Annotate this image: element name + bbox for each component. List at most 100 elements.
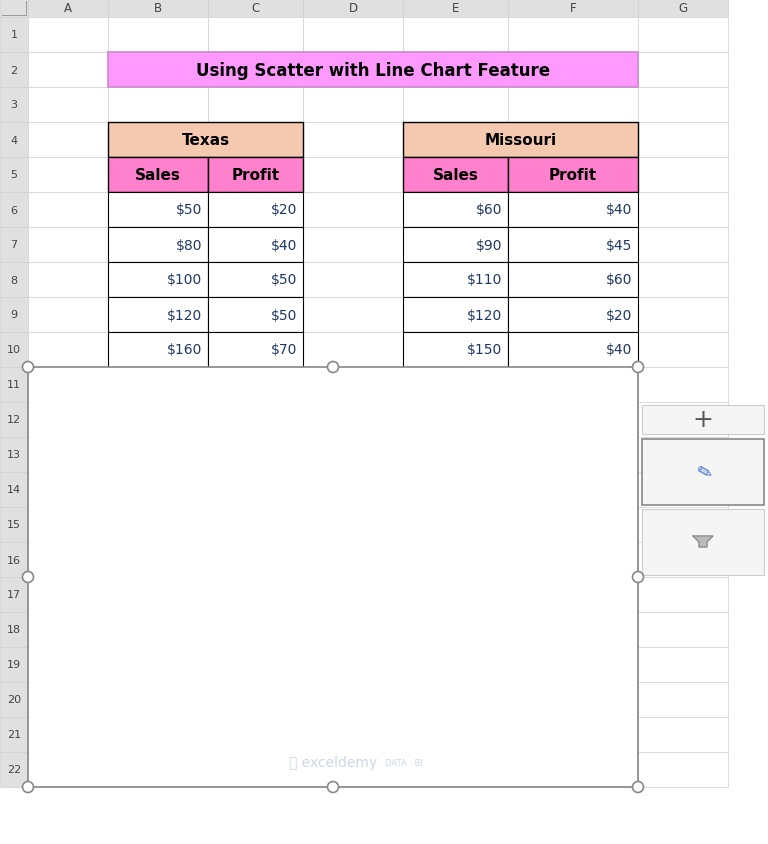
Text: $110: $110 (467, 273, 502, 287)
Bar (508, 682, 638, 717)
Bar (108, 368, 208, 403)
Bar (108, 53, 208, 88)
Text: F: F (570, 3, 576, 15)
Bar (638, 717, 728, 752)
Bar (638, 228, 728, 262)
Bar (28, 437, 108, 473)
Text: $50: $50 (270, 308, 297, 322)
Circle shape (327, 362, 339, 373)
Bar (642, 440, 764, 506)
Bar (303, 577, 403, 612)
Bar (508, 647, 638, 682)
Bar (508, 437, 638, 473)
Text: 11: 11 (7, 380, 21, 390)
Bar (638, 158, 728, 192)
Text: 9: 9 (11, 310, 18, 320)
Bar (108, 262, 208, 298)
Bar (638, 437, 728, 473)
Bar (403, 158, 508, 192)
Bar (0, 262, 28, 298)
Bar (0, 0, 28, 18)
Bar (0, 53, 28, 88)
Bar (508, 612, 638, 647)
Text: Profit: Profit (549, 168, 597, 183)
Bar (28, 577, 108, 612)
Bar (208, 577, 303, 612)
Bar (28, 752, 108, 787)
Text: $60: $60 (605, 273, 632, 287)
Bar (28, 18, 108, 53)
Bar (0, 123, 28, 158)
Text: 14: 14 (7, 485, 21, 495)
Bar (0, 543, 28, 577)
Bar (208, 298, 303, 333)
Bar (28, 0, 108, 18)
Text: $40: $40 (606, 203, 632, 217)
Text: 4: 4 (11, 135, 18, 145)
Text: $120: $120 (167, 308, 202, 322)
Bar (28, 158, 108, 192)
Text: 12: 12 (7, 415, 21, 425)
Bar (303, 473, 403, 507)
Bar (0, 612, 28, 647)
Text: 18: 18 (7, 625, 21, 635)
Bar (0, 717, 28, 752)
Bar (403, 717, 508, 752)
Bar (403, 333, 508, 368)
Text: 8: 8 (11, 275, 18, 285)
Bar (28, 53, 108, 88)
Bar (403, 123, 508, 158)
Text: 16: 16 (7, 555, 21, 565)
Bar (108, 158, 208, 192)
Bar (108, 403, 208, 437)
Bar (303, 53, 403, 88)
Bar (403, 228, 508, 262)
Bar (638, 403, 728, 437)
Bar (208, 437, 303, 473)
Circle shape (633, 572, 644, 583)
Bar (303, 368, 403, 403)
Text: 1: 1 (11, 30, 18, 41)
Bar (28, 507, 108, 543)
Bar (508, 333, 638, 368)
Bar (208, 228, 303, 262)
Bar (28, 473, 108, 507)
Text: 5: 5 (11, 170, 18, 181)
Text: 🏠 exceldemy: 🏠 exceldemy (289, 755, 377, 769)
Bar (303, 262, 403, 298)
Bar (208, 158, 303, 192)
Text: $45: $45 (606, 238, 632, 252)
Bar (208, 262, 303, 298)
Bar (28, 403, 108, 437)
Bar (0, 333, 28, 368)
Bar (108, 0, 208, 18)
Text: G: G (678, 3, 687, 15)
Circle shape (22, 572, 34, 583)
Bar (208, 752, 303, 787)
Bar (638, 647, 728, 682)
Bar (0, 682, 28, 717)
Text: $100: $100 (167, 273, 202, 287)
Bar (403, 0, 508, 18)
Bar (508, 752, 638, 787)
Bar (108, 123, 208, 158)
Text: +: + (693, 408, 713, 432)
Bar (508, 298, 638, 333)
Bar (403, 158, 508, 192)
Bar (508, 717, 638, 752)
Bar (638, 368, 728, 403)
Bar (108, 333, 208, 368)
Bar (28, 368, 108, 403)
Text: 15: 15 (7, 520, 21, 530)
Bar (0, 403, 28, 437)
Bar (108, 647, 208, 682)
Bar (208, 88, 303, 123)
Text: 3: 3 (11, 100, 18, 111)
Bar (208, 228, 303, 262)
Bar (28, 612, 108, 647)
Text: 2: 2 (11, 66, 18, 75)
Bar (403, 298, 508, 333)
Bar (108, 88, 208, 123)
Circle shape (327, 782, 339, 793)
Bar (303, 647, 403, 682)
